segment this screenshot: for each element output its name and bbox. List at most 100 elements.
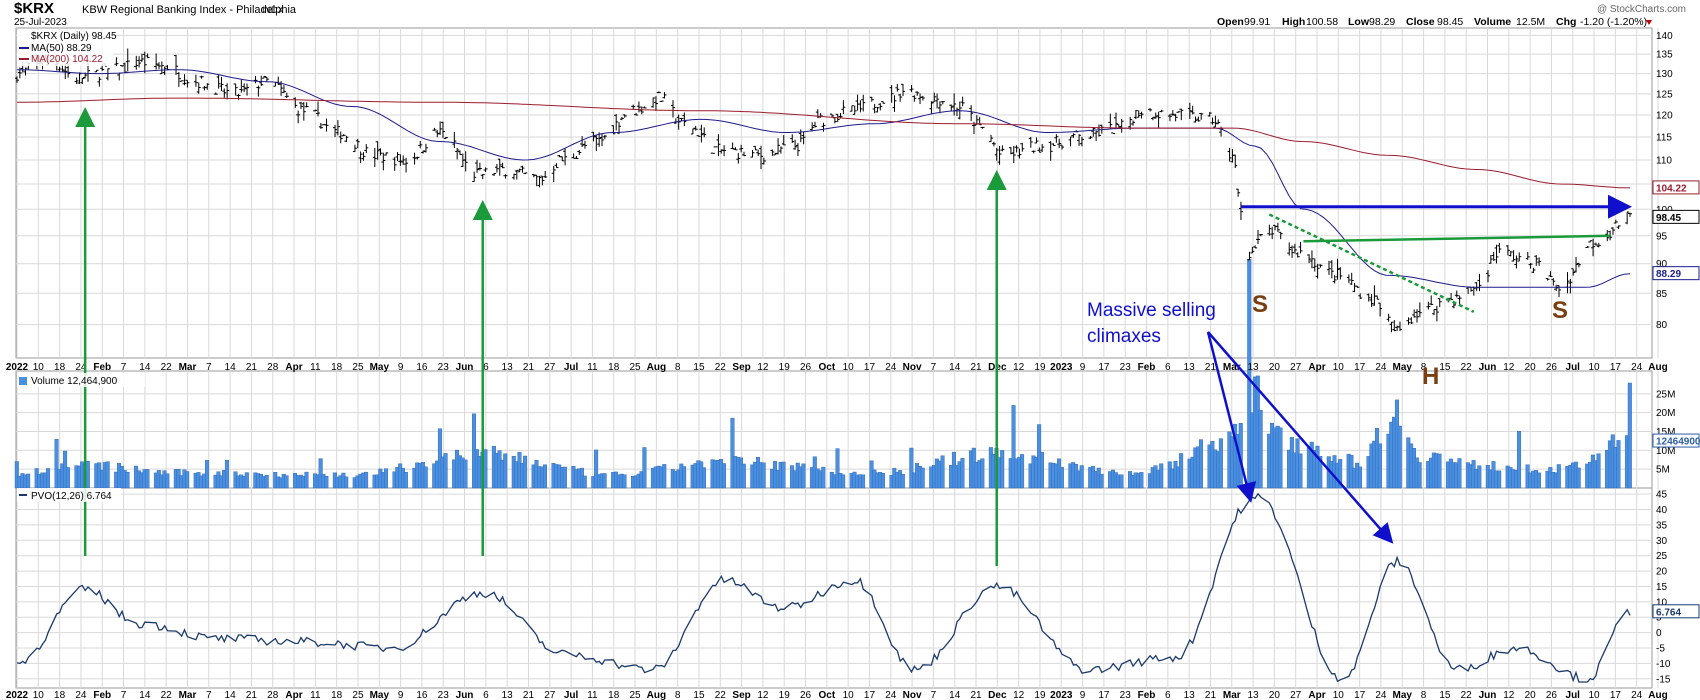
volume-bar <box>463 459 468 489</box>
pvo-tick-label: 35 <box>1656 520 1668 531</box>
ma200-line <box>16 97 1631 189</box>
x-tick-label-bottom: 10 <box>1333 690 1345 700</box>
x-tick-label-top: 7 <box>931 362 937 373</box>
x-tick-label-top: 19 <box>779 362 791 373</box>
x-tick-label-top: 10 <box>843 362 855 373</box>
x-tick-label-top: 10 <box>1589 362 1601 373</box>
pvo-tick-label: 20 <box>1656 567 1668 578</box>
low-value: 98.29 <box>1369 16 1395 28</box>
volume-bar <box>1139 472 1144 489</box>
volume-bar <box>1198 439 1203 489</box>
x-tick-label-top: 21 <box>246 362 258 373</box>
x-tick-label-bottom: 25 <box>352 690 364 700</box>
volume-bar <box>702 467 707 489</box>
x-tick-label-top: 8 <box>1421 362 1427 373</box>
x-tick-label-top: 21 <box>1205 362 1217 373</box>
legend-ma50: MA(50) 88.29 <box>31 43 92 54</box>
x-tick-label-top: 2023 <box>1050 362 1073 373</box>
price-tick-label: 80 <box>1656 320 1668 331</box>
x-tick-label-bottom: 12 <box>1013 690 1025 700</box>
volume-bar <box>224 460 229 489</box>
volume-bar <box>821 466 826 489</box>
x-tick-label-top: 10 <box>33 362 45 373</box>
x-tick-label-top: Sep <box>732 362 750 373</box>
x-tick-label-top: 27 <box>1290 362 1302 373</box>
high-value: 100.58 <box>1306 16 1338 28</box>
x-tick-label-top: 17 <box>1098 362 1110 373</box>
x-tick-label-bottom: 12 <box>757 690 769 700</box>
volume-last-value: 12464900 <box>1656 437 1700 448</box>
x-tick-label-top: Jun <box>456 362 474 373</box>
volume-bar <box>403 471 408 489</box>
volume-bar <box>145 469 150 489</box>
x-tick-label-bottom: 2022 <box>6 690 29 700</box>
volume-bar <box>1000 450 1005 489</box>
x-tick-label-bottom: 13 <box>1184 690 1196 700</box>
index-name: KBW Regional Banking Index - Philadelphi… <box>82 4 297 16</box>
x-tick-label-bottom: 9 <box>398 690 404 700</box>
x-tick-label-top: 12 <box>1013 362 1025 373</box>
close-value: 98.45 <box>1437 16 1463 28</box>
pvo-last-value-box <box>1652 604 1700 619</box>
volume-bar <box>125 472 130 489</box>
volume-bar <box>443 453 448 489</box>
x-tick-label-top: 17 <box>864 362 876 373</box>
ma50-last-value: 88.29 <box>1656 269 1681 280</box>
x-tick-label-top: Jul <box>1566 362 1581 373</box>
volume-bar <box>1020 454 1025 489</box>
legend-box <box>17 30 113 66</box>
volume-bar <box>861 474 866 489</box>
x-tick-label-top: Apr <box>1308 362 1325 373</box>
x-tick-label-bottom: 6 <box>1165 690 1171 700</box>
x-tick-label-top: 13 <box>502 362 514 373</box>
volume-bar <box>1517 431 1522 489</box>
x-tick-label-bottom: 28 <box>267 690 279 700</box>
volume-bar <box>1338 459 1343 489</box>
x-tick-label-top: 9 <box>1080 362 1086 373</box>
x-tick-label-bottom: 17 <box>1354 690 1366 700</box>
x-tick-label-top: 22 <box>715 362 727 373</box>
volume-value: 12.5M <box>1516 16 1545 28</box>
ma200-last-value-box <box>1652 180 1700 195</box>
volume-bar <box>960 458 965 489</box>
volume-bar <box>14 461 19 489</box>
volume-tick-label: 15M <box>1656 427 1675 438</box>
x-tick-label-top: 13 <box>1248 362 1260 373</box>
volume-bar <box>562 466 567 489</box>
ma50-line <box>17 69 1631 288</box>
down-triangle-icon <box>1646 20 1652 25</box>
x-tick-label-top: 9 <box>398 362 404 373</box>
price-tick-label: 90 <box>1656 259 1668 270</box>
legend-pvo: PVO(12,26) 6.764 <box>31 491 112 502</box>
x-tick-label-top: 2022 <box>6 362 29 373</box>
x-tick-label-bottom: 15 <box>1439 690 1451 700</box>
x-tick-label-bottom: Feb <box>1138 690 1156 700</box>
symbol-label: $KRX <box>14 0 54 17</box>
pvo-tick-label: -15 <box>1656 674 1671 685</box>
high-label: High <box>1282 16 1305 28</box>
x-tick-label-bottom: 21 <box>523 690 535 700</box>
x-tick-label-top: 17 <box>1610 362 1622 373</box>
x-tick-label-top: Mar <box>1223 362 1241 373</box>
legend-volume: Volume 12,464,900 <box>31 376 118 387</box>
volume-bar <box>841 474 846 489</box>
volume-bar <box>26 473 31 489</box>
price-tick-label: 95 <box>1656 231 1668 242</box>
x-tick-label-bottom: 21 <box>970 690 982 700</box>
chg-value: -1.20 (-1.20%) <box>1580 16 1647 28</box>
x-tick-label-top: 27 <box>544 362 556 373</box>
volume-bar <box>781 461 786 489</box>
chart-header: $KRX KBW Regional Banking Index - Philad… <box>14 0 1686 28</box>
volume-bar <box>1497 470 1502 489</box>
volume-bar <box>1417 462 1422 489</box>
volume-bar <box>284 475 289 489</box>
volume-bar <box>1457 458 1462 489</box>
x-tick-label-top: 24 <box>1631 362 1643 373</box>
volume-bar <box>244 472 249 489</box>
volume-tick-label: 20M <box>1656 408 1675 419</box>
volume-bar <box>205 460 210 489</box>
volume-bar <box>324 476 329 489</box>
x-tick-label-bottom: 25 <box>629 690 641 700</box>
x-tick-label-bottom: Aug <box>647 690 666 700</box>
x-tick-label-bottom: 24 <box>1375 690 1387 700</box>
